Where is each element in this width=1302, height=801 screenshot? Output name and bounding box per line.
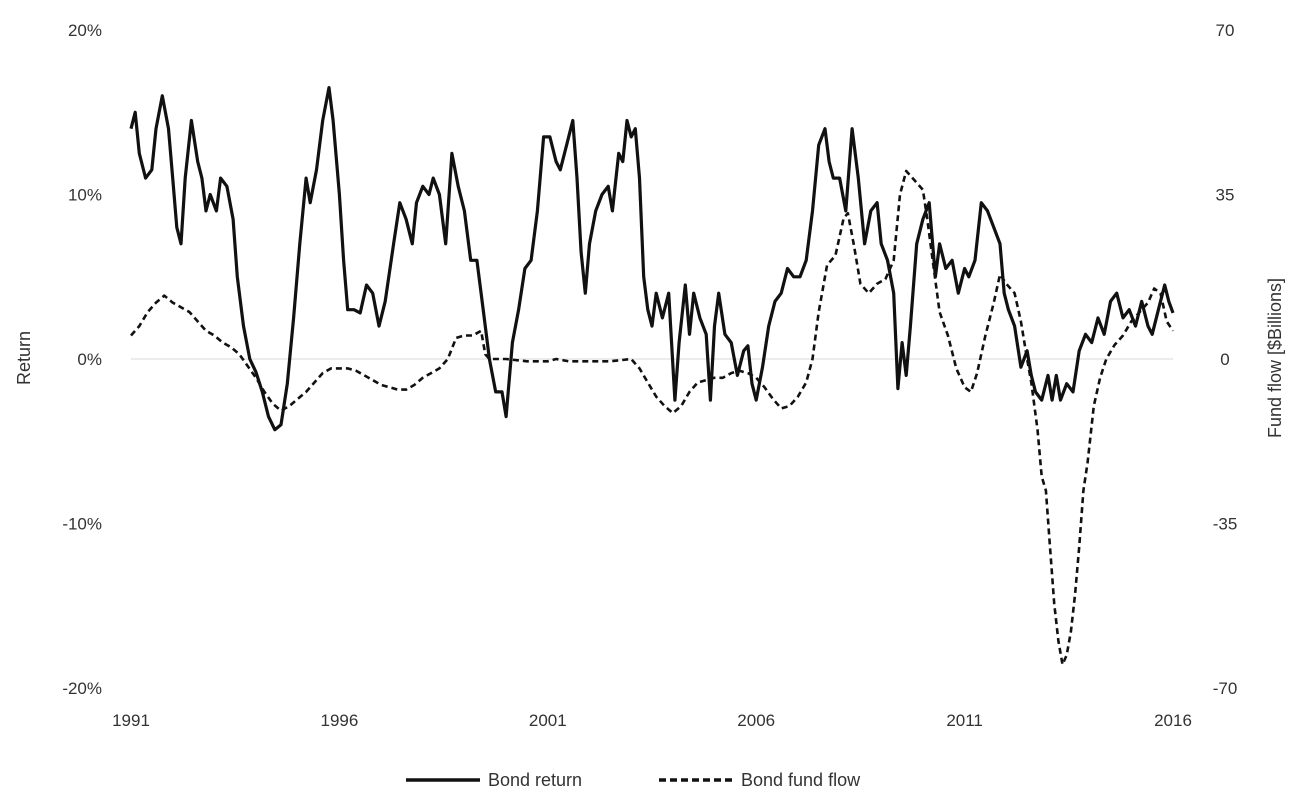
- tick-labels: 1991 1996 2001 2006 2011 2016 20% 10% 0% -10% -20%…: [62, 21, 1237, 730]
- legend-label-bond-fund-flow: Bond fund flow: [741, 770, 861, 790]
- series-line-bond-fund-flow: [130, 169, 1175, 666]
- y-tick-label-right: -70: [1213, 679, 1238, 698]
- x-tick-label: 1991: [112, 711, 150, 730]
- x-tick-label: 1996: [320, 711, 358, 730]
- y-tick-label-left: 10%: [68, 186, 102, 205]
- y-axis-title-left: Return: [14, 331, 34, 385]
- legend: Bond return Bond fund flow: [406, 770, 861, 790]
- y-tick-label-left: -10%: [62, 515, 102, 534]
- x-tick-label: 2001: [529, 711, 567, 730]
- series-line-bond-return: [129, 86, 1175, 432]
- y-tick-label-right: -35: [1213, 515, 1238, 534]
- x-tick-label: 2006: [737, 711, 775, 730]
- y-tick-label-left: -20%: [62, 679, 102, 698]
- x-tick-label: 2016: [1154, 711, 1192, 730]
- y-axis-title-right: Fund flow [$Billions]: [1265, 278, 1285, 438]
- series-layer: [129, 86, 1175, 666]
- y-tick-label-right: 35: [1216, 186, 1235, 205]
- y-tick-label-left: 0%: [77, 350, 102, 369]
- y-tick-label-left: 20%: [68, 21, 102, 40]
- y-tick-label-right: 70: [1216, 21, 1235, 40]
- legend-label-bond-return: Bond return: [488, 770, 582, 790]
- x-tick-label: 2011: [946, 711, 983, 730]
- y-tick-label-right: 0: [1220, 350, 1229, 369]
